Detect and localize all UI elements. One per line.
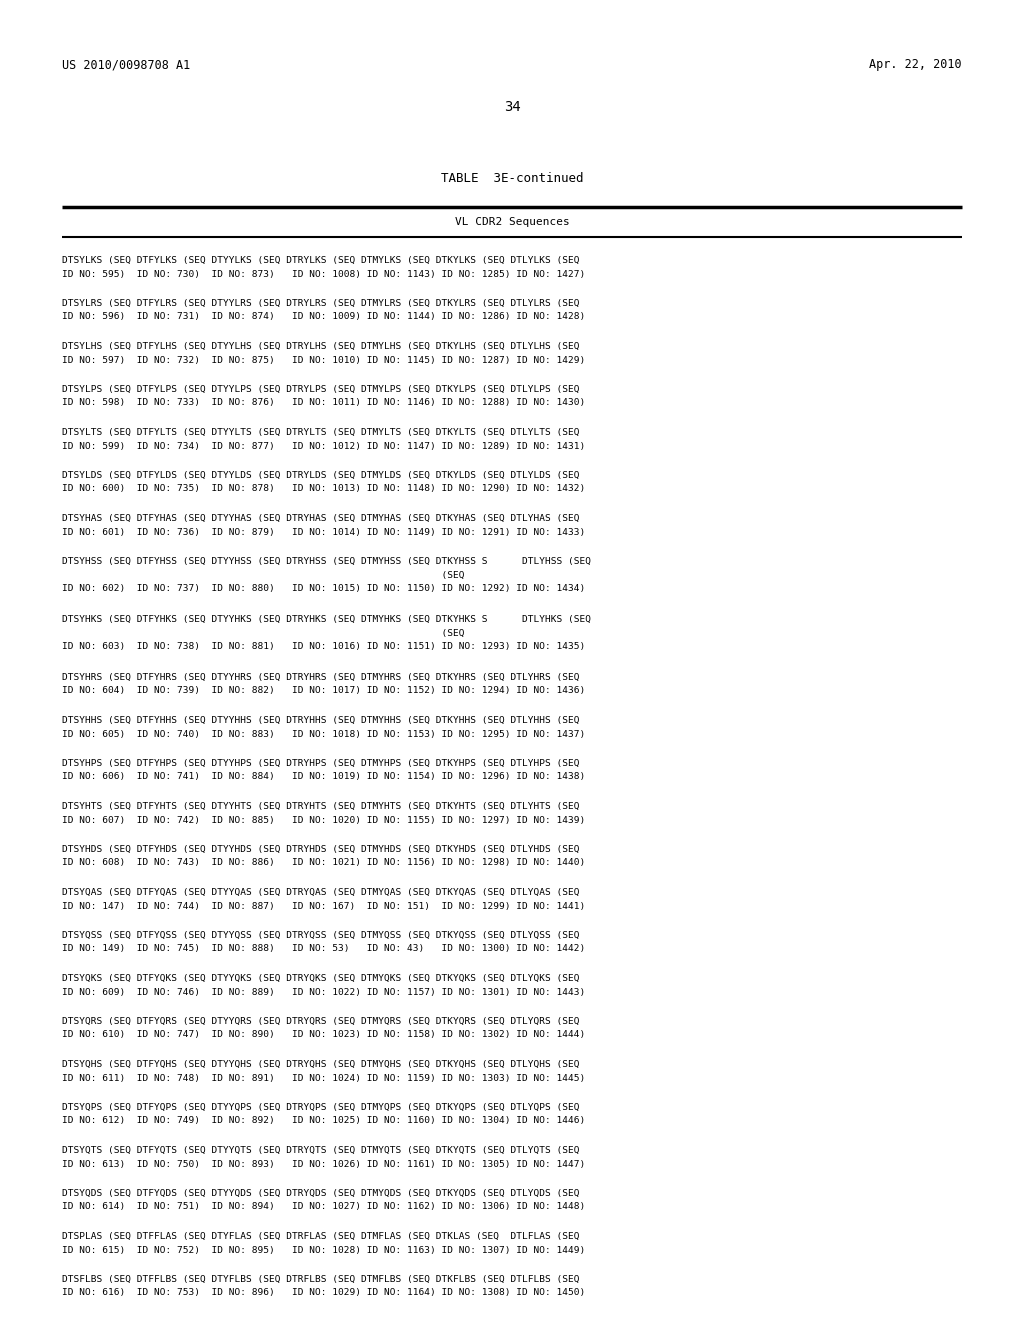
Text: 34: 34: [504, 100, 520, 114]
Text: DTSPLAS (SEQ DTFFLAS (SEQ DTYFLAS (SEQ DTRFLAS (SEQ DTMFLAS (SEQ DTKLAS (SEQ  DT: DTSPLAS (SEQ DTFFLAS (SEQ DTYFLAS (SEQ D…: [62, 1232, 580, 1241]
Text: US 2010/0098708 A1: US 2010/0098708 A1: [62, 58, 190, 71]
Text: ID NO: 600)  ID NO: 735)  ID NO: 878)   ID NO: 1013) ID NO: 1148) ID NO: 1290) I: ID NO: 600) ID NO: 735) ID NO: 878) ID N…: [62, 484, 586, 494]
Text: ID NO: 612)  ID NO: 749)  ID NO: 892)   ID NO: 1025) ID NO: 1160) ID NO: 1304) I: ID NO: 612) ID NO: 749) ID NO: 892) ID N…: [62, 1117, 586, 1126]
Text: Apr. 22, 2010: Apr. 22, 2010: [869, 58, 962, 71]
Text: ID NO: 606)  ID NO: 741)  ID NO: 884)   ID NO: 1019) ID NO: 1154) ID NO: 1296) I: ID NO: 606) ID NO: 741) ID NO: 884) ID N…: [62, 772, 586, 781]
Text: ID NO: 615)  ID NO: 752)  ID NO: 895)   ID NO: 1028) ID NO: 1163) ID NO: 1307) I: ID NO: 615) ID NO: 752) ID NO: 895) ID N…: [62, 1246, 586, 1254]
Text: ID NO: 611)  ID NO: 748)  ID NO: 891)   ID NO: 1024) ID NO: 1159) ID NO: 1303) I: ID NO: 611) ID NO: 748) ID NO: 891) ID N…: [62, 1073, 586, 1082]
Text: DTSYHKS (SEQ DTFYHKS (SEQ DTYYHKS (SEQ DTRYHKS (SEQ DTMYHKS (SEQ DTKYHKS S      : DTSYHKS (SEQ DTFYHKS (SEQ DTYYHKS (SEQ D…: [62, 615, 591, 624]
Text: ID NO: 149)  ID NO: 745)  ID NO: 888)   ID NO: 53)   ID NO: 43)   ID NO: 1300) I: ID NO: 149) ID NO: 745) ID NO: 888) ID N…: [62, 945, 586, 953]
Text: DTSYQKS (SEQ DTFYQKS (SEQ DTYYQKS (SEQ DTRYQKS (SEQ DTMYQKS (SEQ DTKYQKS (SEQ DT: DTSYQKS (SEQ DTFYQKS (SEQ DTYYQKS (SEQ D…: [62, 974, 580, 983]
Text: DTSFLBS (SEQ DTFFLBS (SEQ DTYFLBS (SEQ DTRFLBS (SEQ DTMFLBS (SEQ DTKFLBS (SEQ DT: DTSFLBS (SEQ DTFFLBS (SEQ DTYFLBS (SEQ D…: [62, 1275, 580, 1284]
Text: ID NO: 603)  ID NO: 738)  ID NO: 881)   ID NO: 1016) ID NO: 1151) ID NO: 1293) I: ID NO: 603) ID NO: 738) ID NO: 881) ID N…: [62, 642, 586, 651]
Text: DTSYLKS (SEQ DTFYLKS (SEQ DTYYLKS (SEQ DTRYLKS (SEQ DTMYLKS (SEQ DTKYLKS (SEQ DT: DTSYLKS (SEQ DTFYLKS (SEQ DTYYLKS (SEQ D…: [62, 256, 580, 265]
Text: DTSYHPS (SEQ DTFYHPS (SEQ DTYYHPS (SEQ DTRYHPS (SEQ DTMYHPS (SEQ DTKYHPS (SEQ DT: DTSYHPS (SEQ DTFYHPS (SEQ DTYYHPS (SEQ D…: [62, 759, 580, 768]
Text: DTSYHSS (SEQ DTFYHSS (SEQ DTYYHSS (SEQ DTRYHSS (SEQ DTMYHSS (SEQ DTKYHSS S      : DTSYHSS (SEQ DTFYHSS (SEQ DTYYHSS (SEQ D…: [62, 557, 591, 566]
Text: DTSYLTS (SEQ DTFYLTS (SEQ DTYYLTS (SEQ DTRYLTS (SEQ DTMYLTS (SEQ DTKYLTS (SEQ DT: DTSYLTS (SEQ DTFYLTS (SEQ DTYYLTS (SEQ D…: [62, 428, 580, 437]
Text: DTSYQDS (SEQ DTFYQDS (SEQ DTYYQDS (SEQ DTRYQDS (SEQ DTMYQDS (SEQ DTKYQDS (SEQ DT: DTSYQDS (SEQ DTFYQDS (SEQ DTYYQDS (SEQ D…: [62, 1189, 580, 1199]
Text: ID NO: 613)  ID NO: 750)  ID NO: 893)   ID NO: 1026) ID NO: 1161) ID NO: 1305) I: ID NO: 613) ID NO: 750) ID NO: 893) ID N…: [62, 1159, 586, 1168]
Text: TABLE  3E-continued: TABLE 3E-continued: [440, 172, 584, 185]
Text: ID NO: 597)  ID NO: 732)  ID NO: 875)   ID NO: 1010) ID NO: 1145) ID NO: 1287) I: ID NO: 597) ID NO: 732) ID NO: 875) ID N…: [62, 355, 586, 364]
Text: DTSYQAS (SEQ DTFYQAS (SEQ DTYYQAS (SEQ DTRYQAS (SEQ DTMYQAS (SEQ DTKYQAS (SEQ DT: DTSYQAS (SEQ DTFYQAS (SEQ DTYYQAS (SEQ D…: [62, 888, 580, 898]
Text: ID NO: 595)  ID NO: 730)  ID NO: 873)   ID NO: 1008) ID NO: 1143) ID NO: 1285) I: ID NO: 595) ID NO: 730) ID NO: 873) ID N…: [62, 269, 586, 279]
Text: DTSYQTS (SEQ DTFYQTS (SEQ DTYYQTS (SEQ DTRYQTS (SEQ DTMYQTS (SEQ DTKYQTS (SEQ DT: DTSYQTS (SEQ DTFYQTS (SEQ DTYYQTS (SEQ D…: [62, 1146, 580, 1155]
Text: ID NO: 614)  ID NO: 751)  ID NO: 894)   ID NO: 1027) ID NO: 1162) ID NO: 1306) I: ID NO: 614) ID NO: 751) ID NO: 894) ID N…: [62, 1203, 586, 1212]
Text: ID NO: 601)  ID NO: 736)  ID NO: 879)   ID NO: 1014) ID NO: 1149) ID NO: 1291) I: ID NO: 601) ID NO: 736) ID NO: 879) ID N…: [62, 528, 586, 536]
Text: ID NO: 604)  ID NO: 739)  ID NO: 882)   ID NO: 1017) ID NO: 1152) ID NO: 1294) I: ID NO: 604) ID NO: 739) ID NO: 882) ID N…: [62, 686, 586, 696]
Text: ID NO: 608)  ID NO: 743)  ID NO: 886)   ID NO: 1021) ID NO: 1156) ID NO: 1298) I: ID NO: 608) ID NO: 743) ID NO: 886) ID N…: [62, 858, 586, 867]
Text: ID NO: 596)  ID NO: 731)  ID NO: 874)   ID NO: 1009) ID NO: 1144) ID NO: 1286) I: ID NO: 596) ID NO: 731) ID NO: 874) ID N…: [62, 313, 586, 322]
Text: DTSYQHS (SEQ DTFYQHS (SEQ DTYYQHS (SEQ DTRYQHS (SEQ DTMYQHS (SEQ DTKYQHS (SEQ DT: DTSYQHS (SEQ DTFYQHS (SEQ DTYYQHS (SEQ D…: [62, 1060, 580, 1069]
Text: ID NO: 607)  ID NO: 742)  ID NO: 885)   ID NO: 1020) ID NO: 1155) ID NO: 1297) I: ID NO: 607) ID NO: 742) ID NO: 885) ID N…: [62, 816, 586, 825]
Text: DTSYQSS (SEQ DTFYQSS (SEQ DTYYQSS (SEQ DTRYQSS (SEQ DTMYQSS (SEQ DTKYQSS (SEQ DT: DTSYQSS (SEQ DTFYQSS (SEQ DTYYQSS (SEQ D…: [62, 931, 580, 940]
Text: ID NO: 147)  ID NO: 744)  ID NO: 887)   ID NO: 167)  ID NO: 151)  ID NO: 1299) I: ID NO: 147) ID NO: 744) ID NO: 887) ID N…: [62, 902, 586, 911]
Text: ID NO: 602)  ID NO: 737)  ID NO: 880)   ID NO: 1015) ID NO: 1150) ID NO: 1292) I: ID NO: 602) ID NO: 737) ID NO: 880) ID N…: [62, 583, 586, 593]
Text: ID NO: 610)  ID NO: 747)  ID NO: 890)   ID NO: 1023) ID NO: 1158) ID NO: 1302) I: ID NO: 610) ID NO: 747) ID NO: 890) ID N…: [62, 1031, 586, 1040]
Text: ID NO: 609)  ID NO: 746)  ID NO: 889)   ID NO: 1022) ID NO: 1157) ID NO: 1301) I: ID NO: 609) ID NO: 746) ID NO: 889) ID N…: [62, 987, 586, 997]
Text: DTSYLRS (SEQ DTFYLRS (SEQ DTYYLRS (SEQ DTRYLRS (SEQ DTMYLRS (SEQ DTKYLRS (SEQ DT: DTSYLRS (SEQ DTFYLRS (SEQ DTYYLRS (SEQ D…: [62, 300, 580, 308]
Text: DTSYQPS (SEQ DTFYQPS (SEQ DTYYQPS (SEQ DTRYQPS (SEQ DTMYQPS (SEQ DTKYQPS (SEQ DT: DTSYQPS (SEQ DTFYQPS (SEQ DTYYQPS (SEQ D…: [62, 1104, 580, 1111]
Text: ID NO: 598)  ID NO: 733)  ID NO: 876)   ID NO: 1011) ID NO: 1146) ID NO: 1288) I: ID NO: 598) ID NO: 733) ID NO: 876) ID N…: [62, 399, 586, 408]
Text: (SEQ: (SEQ: [62, 628, 465, 638]
Text: ID NO: 605)  ID NO: 740)  ID NO: 883)   ID NO: 1018) ID NO: 1153) ID NO: 1295) I: ID NO: 605) ID NO: 740) ID NO: 883) ID N…: [62, 730, 586, 738]
Text: ID NO: 616)  ID NO: 753)  ID NO: 896)   ID NO: 1029) ID NO: 1164) ID NO: 1308) I: ID NO: 616) ID NO: 753) ID NO: 896) ID N…: [62, 1288, 586, 1298]
Text: ID NO: 599)  ID NO: 734)  ID NO: 877)   ID NO: 1012) ID NO: 1147) ID NO: 1289) I: ID NO: 599) ID NO: 734) ID NO: 877) ID N…: [62, 441, 586, 450]
Text: DTSYHTS (SEQ DTFYHTS (SEQ DTYYHTS (SEQ DTRYHTS (SEQ DTMYHTS (SEQ DTKYHTS (SEQ DT: DTSYHTS (SEQ DTFYHTS (SEQ DTYYHTS (SEQ D…: [62, 803, 580, 810]
Text: DTSYQRS (SEQ DTFYQRS (SEQ DTYYQRS (SEQ DTRYQRS (SEQ DTMYQRS (SEQ DTKYQRS (SEQ DT: DTSYQRS (SEQ DTFYQRS (SEQ DTYYQRS (SEQ D…: [62, 1016, 580, 1026]
Text: VL CDR2 Sequences: VL CDR2 Sequences: [455, 216, 569, 227]
Text: (SEQ: (SEQ: [62, 570, 465, 579]
Text: DTSYHAS (SEQ DTFYHAS (SEQ DTYYHAS (SEQ DTRYHAS (SEQ DTMYHAS (SEQ DTKYHAS (SEQ DT: DTSYHAS (SEQ DTFYHAS (SEQ DTYYHAS (SEQ D…: [62, 513, 580, 523]
Text: DTSYHDS (SEQ DTFYHDS (SEQ DTYYHDS (SEQ DTRYHDS (SEQ DTMYHDS (SEQ DTKYHDS (SEQ DT: DTSYHDS (SEQ DTFYHDS (SEQ DTYYHDS (SEQ D…: [62, 845, 580, 854]
Text: DTSYHHS (SEQ DTFYHHS (SEQ DTYYHHS (SEQ DTRYHHS (SEQ DTMYHHS (SEQ DTKYHHS (SEQ DT: DTSYHHS (SEQ DTFYHHS (SEQ DTYYHHS (SEQ D…: [62, 715, 580, 725]
Text: DTSYHRS (SEQ DTFYHRS (SEQ DTYYHRS (SEQ DTRYHRS (SEQ DTMYHRS (SEQ DTKYHRS (SEQ DT: DTSYHRS (SEQ DTFYHRS (SEQ DTYYHRS (SEQ D…: [62, 673, 580, 682]
Text: DTSYLDS (SEQ DTFYLDS (SEQ DTYYLDS (SEQ DTRYLDS (SEQ DTMYLDS (SEQ DTKYLDS (SEQ DT: DTSYLDS (SEQ DTFYLDS (SEQ DTYYLDS (SEQ D…: [62, 471, 580, 480]
Text: DTSYLPS (SEQ DTFYLPS (SEQ DTYYLPS (SEQ DTRYLPS (SEQ DTMYLPS (SEQ DTKYLPS (SEQ DT: DTSYLPS (SEQ DTFYLPS (SEQ DTYYLPS (SEQ D…: [62, 385, 580, 393]
Text: DTSYLHS (SEQ DTFYLHS (SEQ DTYYLHS (SEQ DTRYLHS (SEQ DTMYLHS (SEQ DTKYLHS (SEQ DT: DTSYLHS (SEQ DTFYLHS (SEQ DTYYLHS (SEQ D…: [62, 342, 580, 351]
